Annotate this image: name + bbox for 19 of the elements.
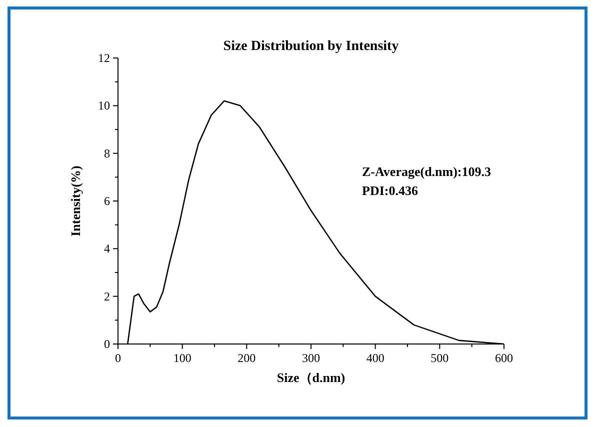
- y-tick-label: 6: [104, 194, 110, 208]
- x-tick-label: 500: [430, 351, 449, 365]
- y-tick-label: 12: [98, 51, 110, 65]
- y-tick-label: 10: [98, 98, 110, 113]
- y-tick-label: 0: [104, 337, 110, 351]
- chart-title: Size Distribution by Intensity: [223, 39, 399, 54]
- x-tick-label: 300: [302, 351, 320, 365]
- y-axis-title: Intensity(%): [68, 166, 83, 236]
- x-tick-label: 100: [173, 351, 192, 365]
- y-tick-label: 4: [104, 242, 110, 256]
- x-tick-label: 200: [238, 351, 256, 365]
- y-tick-label: 8: [104, 146, 110, 160]
- x-tick-label: 0: [115, 351, 121, 365]
- x-tick-label: 600: [495, 351, 513, 365]
- x-axis-title: Size（d.nm): [276, 370, 346, 385]
- y-tick-label: 2: [104, 289, 110, 304]
- x-tick-label: 400: [366, 351, 384, 365]
- annotation: PDI:0.436: [362, 183, 418, 198]
- annotation: Z-Average(d.nm):109.3: [362, 164, 492, 179]
